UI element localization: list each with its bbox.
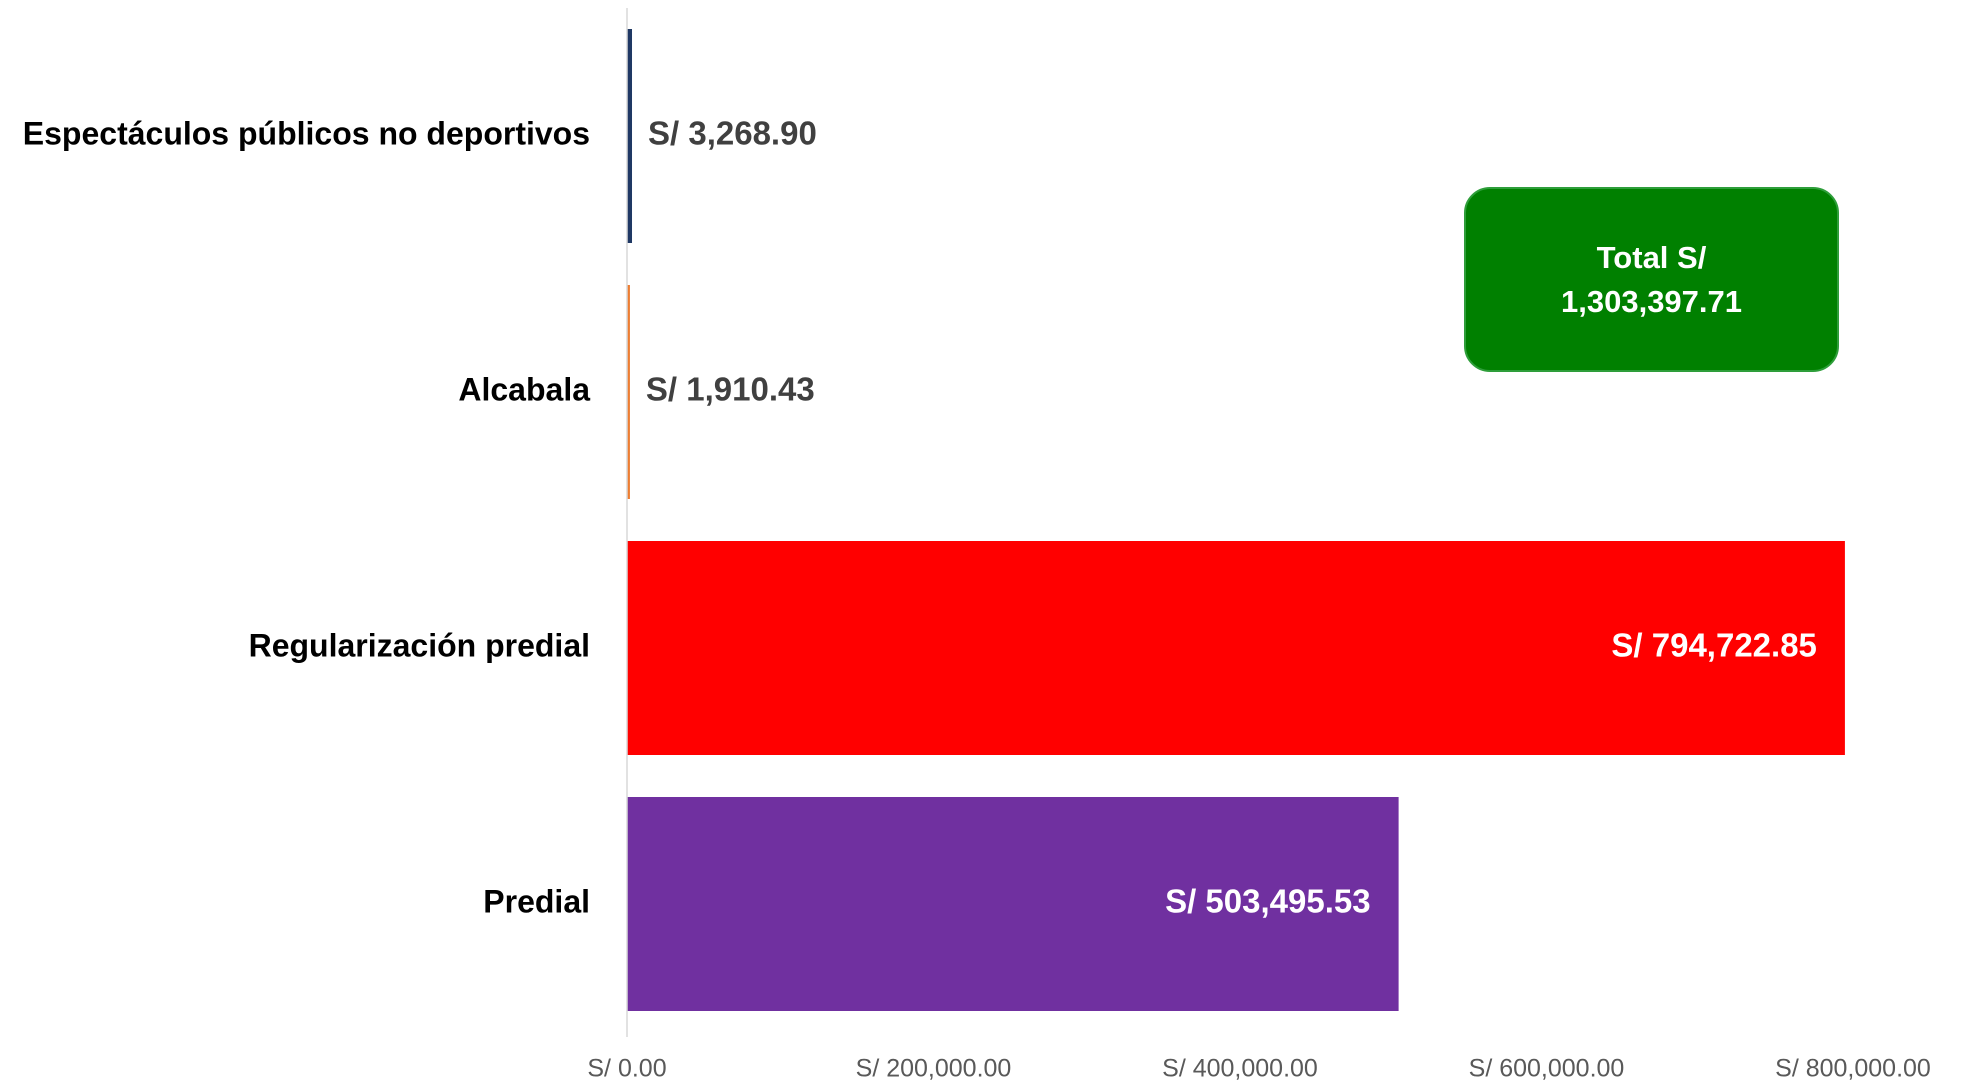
category-label: Regularización predial: [249, 627, 590, 663]
value-label: S/ 794,722.85: [1611, 627, 1817, 664]
bar: [627, 285, 630, 499]
bar: [627, 797, 1399, 1011]
x-tick-label: S/ 400,000.00: [1162, 1055, 1318, 1083]
x-tick-label: S/ 200,000.00: [856, 1055, 1012, 1083]
total-annotation: Total S/ 1,303,397.71: [1464, 187, 1839, 372]
value-label: S/ 503,495.53: [1165, 883, 1371, 920]
category-label: Espectáculos públicos no deportivos: [23, 115, 590, 151]
bar: [627, 541, 1845, 755]
bar: [627, 29, 633, 243]
value-label: S/ 3,268.90: [648, 115, 817, 152]
x-tick-label: S/ 0.00: [587, 1055, 666, 1083]
x-tick-label: S/ 600,000.00: [1469, 1055, 1625, 1083]
value-label: S/ 1,910.43: [646, 371, 815, 408]
x-tick-label: S/ 800,000.00: [1775, 1055, 1931, 1083]
category-label: Predial: [483, 883, 590, 919]
category-label: Alcabala: [458, 371, 590, 407]
